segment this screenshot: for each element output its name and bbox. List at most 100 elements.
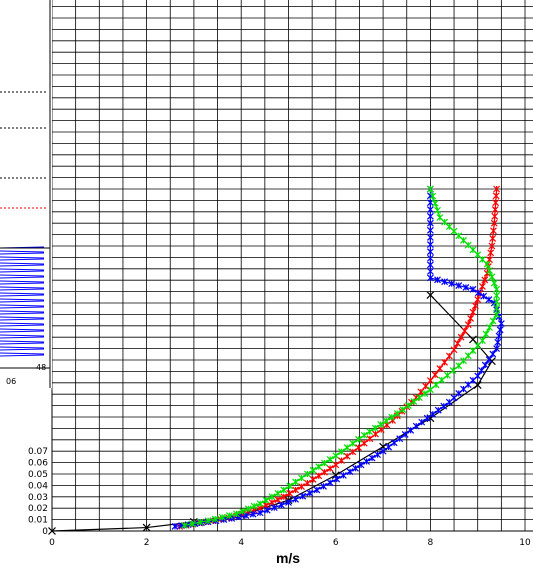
series-marker	[491, 212, 499, 220]
series-marker	[449, 367, 457, 374]
series-marker	[368, 454, 376, 462]
series-marker	[326, 465, 334, 472]
inset-hatch-line	[0, 304, 45, 307]
series-marker	[263, 506, 271, 514]
series-marker	[486, 324, 493, 331]
series-marker	[454, 340, 462, 347]
series-marker	[426, 267, 434, 275]
series-marker	[181, 521, 188, 529]
series-marker	[445, 352, 453, 360]
inset-hatch-line	[0, 298, 45, 301]
series-marker	[441, 278, 449, 286]
series-marker	[320, 482, 327, 490]
series-marker	[426, 291, 435, 299]
inset-hatch-line	[0, 264, 45, 267]
series-marker	[444, 371, 451, 379]
series-marker	[270, 504, 278, 512]
series-marker	[357, 461, 365, 469]
series-marker	[495, 332, 503, 340]
series-marker	[491, 206, 499, 213]
inset-hatch-line	[0, 258, 45, 261]
series-marker	[401, 431, 409, 438]
series-marker	[303, 479, 311, 487]
series-marker	[333, 475, 341, 483]
series-marker	[407, 426, 415, 434]
inset-hatch-line	[0, 328, 45, 331]
series-marker	[455, 282, 463, 289]
series-marker	[346, 468, 354, 476]
inset-hatch-line	[0, 274, 45, 277]
inset-hatch-line	[0, 282, 45, 285]
y-tick-label: 0	[42, 527, 48, 537]
inset-hatch-line	[0, 262, 45, 265]
series-marker	[426, 254, 434, 262]
series-marker	[488, 273, 496, 281]
inset-hatch-line	[0, 348, 45, 351]
series-marker	[462, 283, 470, 291]
series-marker	[479, 337, 486, 345]
series-marker	[298, 483, 305, 490]
series-marker	[352, 464, 359, 472]
inset-hatch-line	[0, 342, 45, 345]
plot-axes	[51, 390, 533, 532]
series-marker	[478, 367, 485, 374]
series-marker	[436, 214, 444, 221]
series-marker	[388, 413, 396, 421]
series-marker	[268, 493, 276, 501]
series-marker	[326, 479, 334, 487]
inset-hatch-line	[0, 288, 45, 291]
inset-hatch-line	[0, 334, 45, 337]
series-marker	[410, 398, 418, 406]
series-marker	[385, 443, 393, 451]
series-marker	[366, 428, 374, 436]
inset-hatch-line	[0, 318, 45, 321]
y-tick-label: 0.02	[28, 504, 48, 514]
series-marker	[469, 308, 477, 316]
series-marker	[382, 417, 390, 425]
series-marker	[426, 212, 434, 220]
x-tick-label: 0	[49, 538, 55, 548]
inset-hatch-line	[0, 280, 45, 283]
series-marker	[450, 346, 458, 354]
y-tick-labels: 00.01 0.020.03 0.040.050.06 0.07	[28, 447, 48, 537]
series-marker	[493, 298, 501, 306]
inset-hatch-line	[0, 322, 45, 325]
series-marker	[366, 435, 374, 443]
series-marker	[418, 418, 426, 426]
inset-hatch-line	[0, 324, 45, 327]
series-marker	[493, 292, 501, 300]
series-marker	[343, 452, 351, 460]
x-tick-label: 10	[519, 538, 531, 548]
series-marker	[249, 510, 257, 518]
inset-hatch-line	[0, 316, 45, 319]
series-marker	[250, 502, 258, 510]
series-marker	[434, 206, 441, 214]
series-marker	[233, 510, 240, 518]
series-marker	[286, 482, 294, 490]
series-marker	[204, 517, 212, 525]
inset-hatch-line	[0, 300, 45, 303]
series-marker	[339, 471, 347, 479]
series-marker	[292, 486, 300, 494]
series-marker	[211, 515, 219, 523]
series-marker	[349, 448, 357, 456]
series-marker	[292, 495, 300, 503]
inset-hatch-line	[0, 294, 45, 297]
series-marker	[298, 474, 305, 482]
series-marker	[482, 330, 490, 338]
series-marker	[338, 457, 345, 464]
series-marker	[480, 292, 488, 300]
series-marker	[485, 356, 493, 363]
series-marker	[332, 452, 340, 460]
series-marker	[481, 361, 489, 369]
series-marker	[423, 414, 431, 422]
series-marker	[315, 463, 323, 471]
series-marker	[436, 365, 444, 372]
series-marker	[490, 279, 498, 287]
series-marker	[218, 513, 226, 521]
inset-hatch-line	[0, 340, 45, 343]
series-marker	[492, 192, 500, 200]
y-tick-label: 0.05	[28, 470, 48, 480]
plot-grid	[51, 0, 533, 532]
series-marker	[355, 444, 362, 451]
